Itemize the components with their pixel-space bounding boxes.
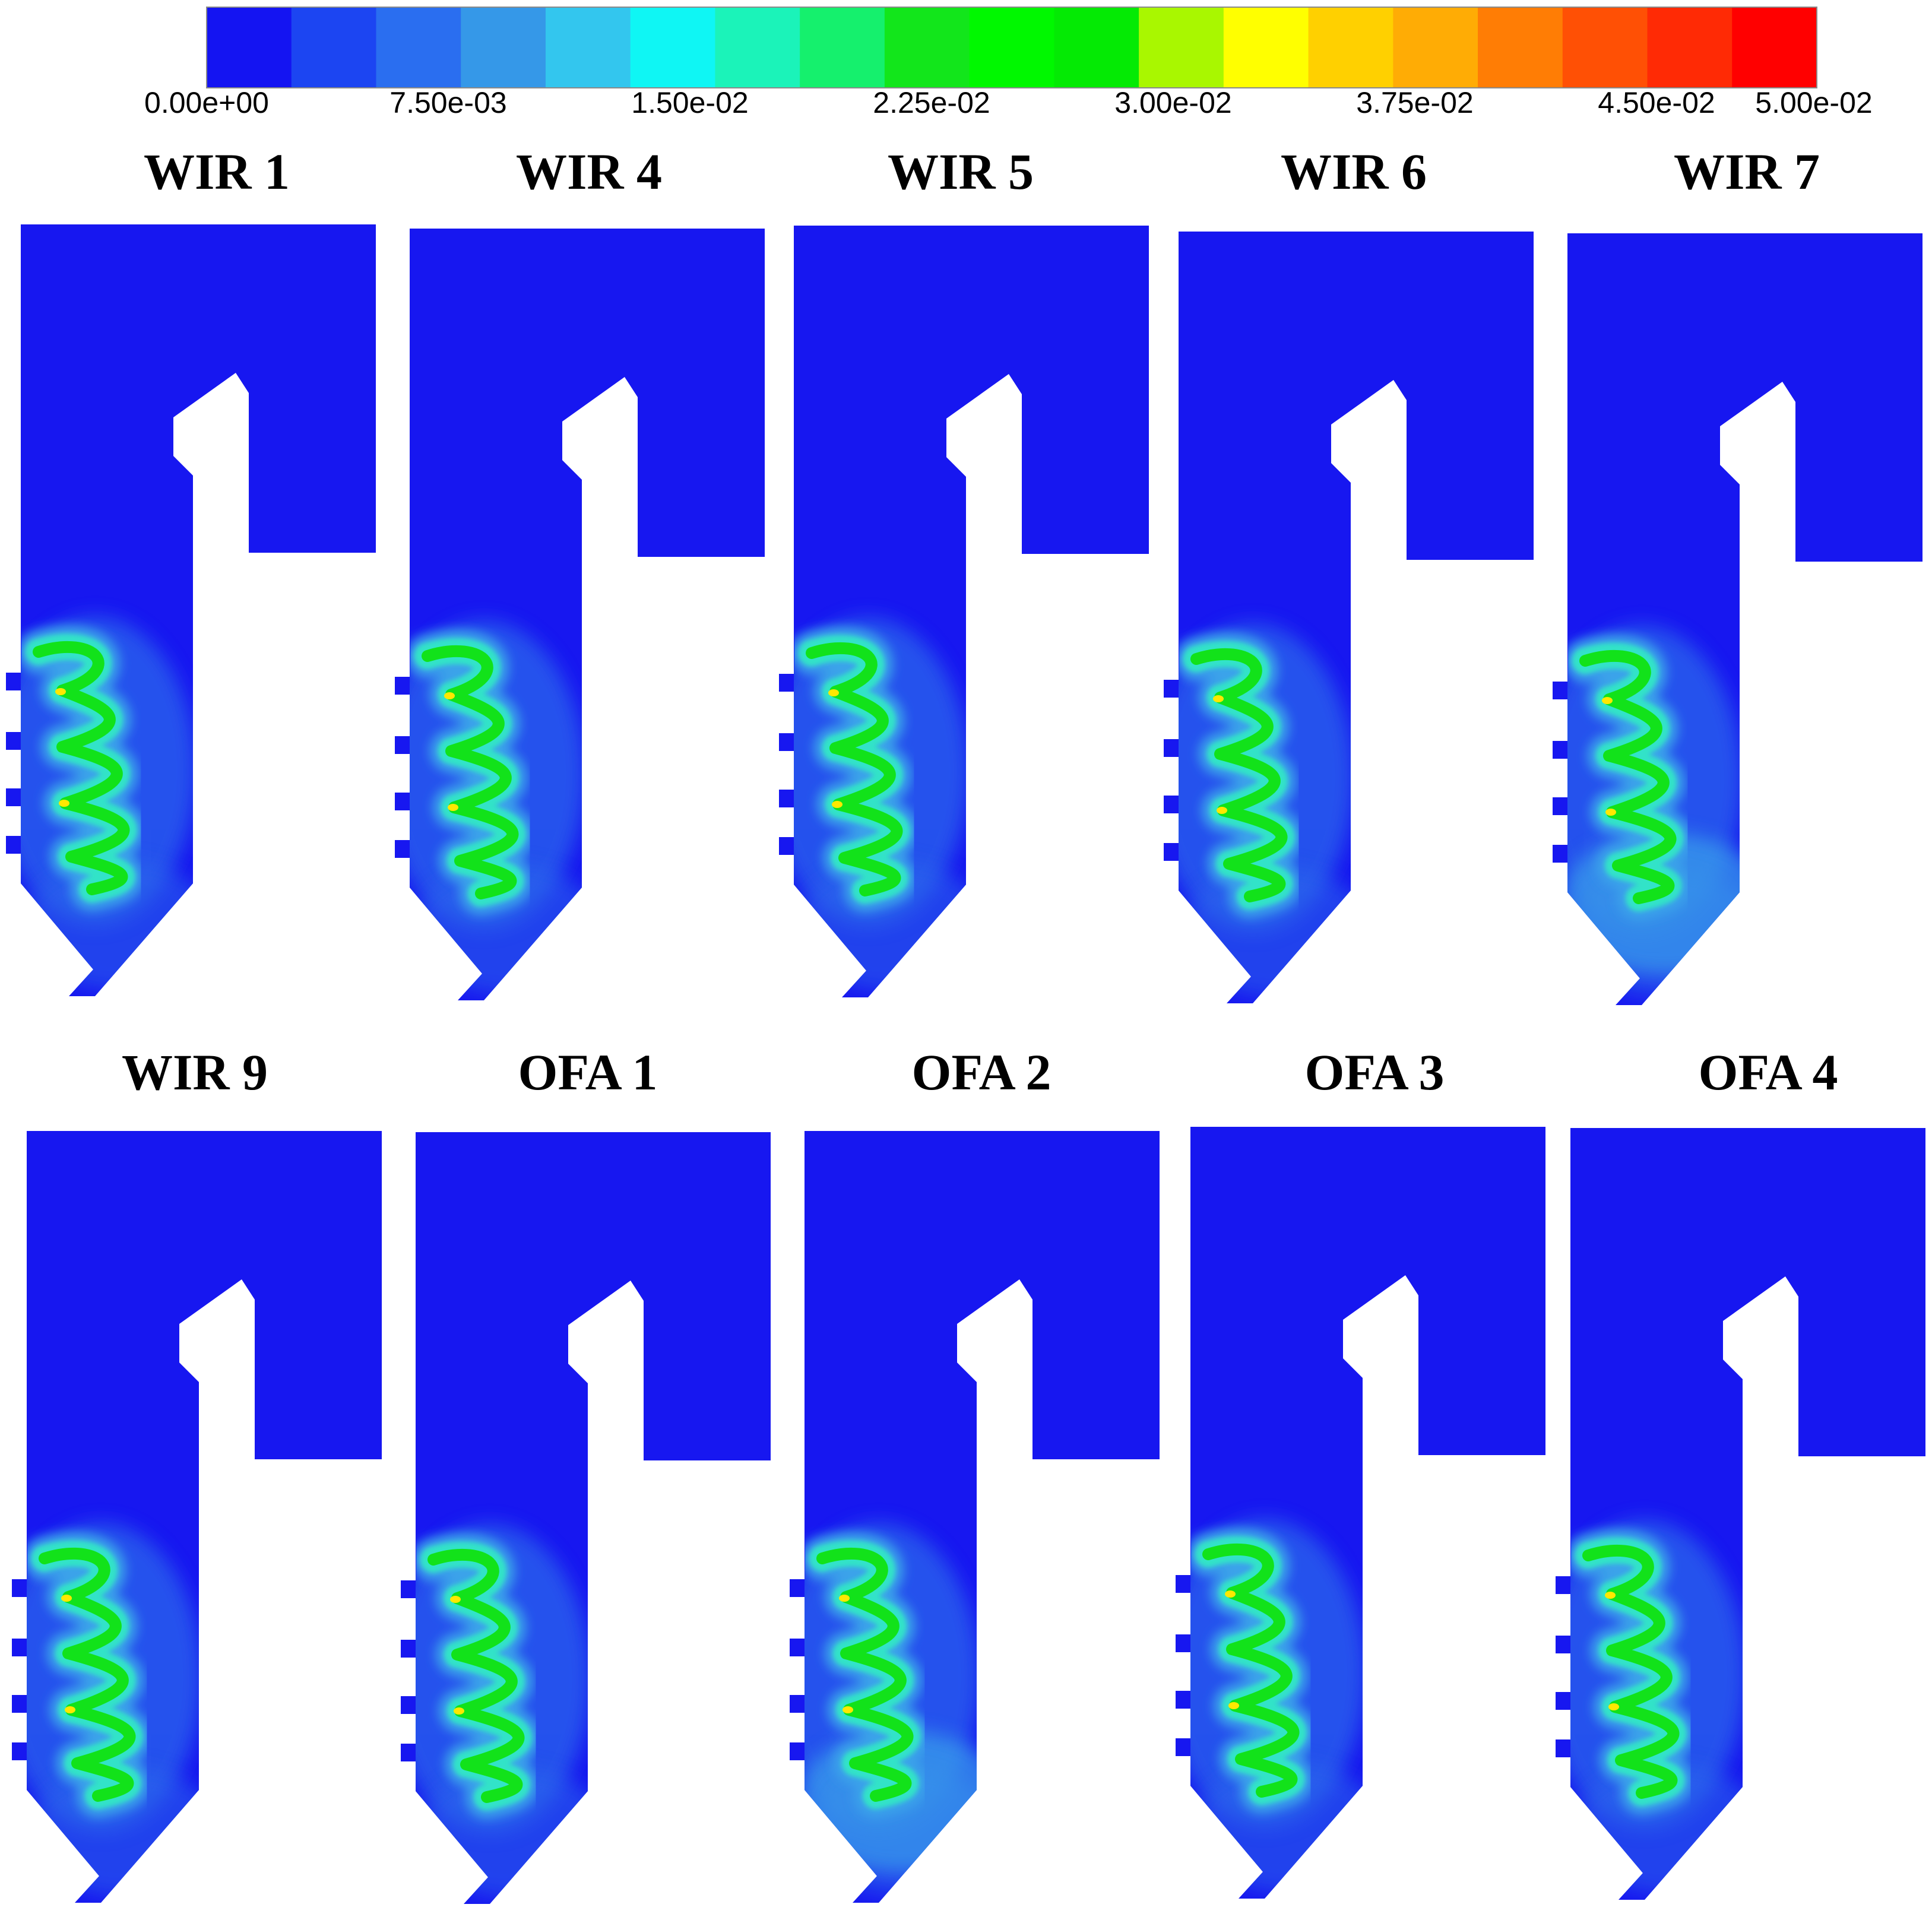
hot-spot — [1225, 1590, 1236, 1598]
colorbar-tick-label: 4.50e-02 — [1598, 86, 1715, 119]
panel-title: WIR 4 — [516, 143, 662, 200]
hot-spot — [448, 804, 458, 811]
furnace-panel — [6, 224, 376, 996]
colorbar-swatch — [1139, 7, 1224, 88]
colorbar-tick-label: 0.00e+00 — [144, 86, 269, 119]
colorbar-swatch — [1647, 7, 1733, 88]
hot-spot — [1213, 695, 1224, 702]
colorbar-swatch — [291, 7, 377, 88]
panel-title: OFA 4 — [1699, 1044, 1838, 1101]
colorbar-swatch — [715, 7, 800, 88]
colorbar-swatch — [630, 7, 716, 88]
colorbar-swatch — [1478, 7, 1563, 88]
colorbar-swatch — [1732, 7, 1817, 88]
hot-spot — [65, 1706, 75, 1713]
colorbar-tick-label: 3.00e-02 — [1114, 86, 1231, 119]
hot-spot — [1217, 807, 1227, 814]
panel-title: WIR 7 — [1674, 143, 1820, 200]
colorbar-swatch — [461, 7, 546, 88]
hot-spot — [61, 1595, 72, 1602]
colorbar-tick-label: 7.50e-03 — [389, 86, 506, 119]
hot-spot — [832, 801, 843, 808]
colorbar-swatch — [1562, 7, 1648, 88]
flame-band-core — [427, 1548, 525, 1803]
hot-spot — [1605, 809, 1616, 816]
colorbar-tick-label: 5.00e-02 — [1755, 86, 1872, 119]
concentration-field — [416, 1524, 609, 1898]
furnace-panel — [395, 229, 765, 1000]
flame-band-core — [806, 642, 903, 896]
flame-band-core — [422, 645, 519, 899]
colorbar-swatch — [1054, 7, 1139, 88]
furnace-panel — [1556, 1128, 1925, 1900]
hot-spot — [450, 1596, 461, 1603]
hot-spot — [828, 689, 839, 696]
flame-band-core — [39, 1547, 136, 1802]
colorbar-swatch — [545, 7, 631, 88]
colorbar: 0.00e+00 7.50e-03 1.50e-02 2.25e-02 3.00… — [144, 7, 1873, 119]
hot-spot — [839, 1595, 850, 1602]
colorbar-swatch — [1393, 7, 1478, 88]
panel-title: WIR 5 — [888, 143, 1034, 200]
colorbar-tick-label: 1.50e-02 — [631, 86, 748, 119]
furnace-panel — [12, 1131, 382, 1903]
hot-spot — [843, 1706, 853, 1713]
panel-title: OFA 2 — [912, 1044, 1051, 1101]
panel-title: OFA 1 — [518, 1044, 658, 1101]
flame-band-core — [816, 1547, 914, 1802]
hot-spot — [1608, 1703, 1619, 1710]
colorbar-tick-label: 2.25e-02 — [873, 86, 990, 119]
furnace-panel — [1164, 232, 1534, 1003]
flame-band-core — [1582, 1544, 1680, 1799]
colorbar-swatch — [376, 7, 462, 88]
flame-band-core — [33, 641, 130, 895]
furnace-panel — [401, 1132, 771, 1904]
hot-spot — [1228, 1702, 1239, 1709]
hot-spot — [444, 692, 455, 699]
hot-spot — [1602, 697, 1613, 704]
hot-spot — [454, 1707, 464, 1715]
colorbar-frame — [206, 7, 1817, 88]
concentration-field — [794, 617, 987, 991]
concentration-field — [1179, 623, 1372, 997]
hot-spot — [59, 800, 69, 807]
colorbar-swatch — [800, 7, 885, 88]
colorbar-swatches — [207, 7, 1817, 88]
colorbar-swatch — [1223, 7, 1309, 88]
furnace-panel — [1553, 233, 1923, 1005]
furnace-panel — [1176, 1127, 1545, 1899]
panel-title: OFA 3 — [1305, 1044, 1445, 1101]
colorbar-swatch — [1308, 7, 1394, 88]
colorbar-swatch — [207, 7, 292, 88]
colorbar-swatch — [884, 7, 970, 88]
colorbar-tick-label: 3.75e-02 — [1356, 86, 1473, 119]
panel-title: WIR 6 — [1281, 143, 1427, 200]
furnace-panel — [779, 226, 1149, 997]
flame-band-core — [1202, 1543, 1300, 1798]
panel-title: WIR 9 — [122, 1044, 268, 1101]
concentration-field — [410, 620, 603, 994]
hot-spot — [1605, 1592, 1616, 1599]
flame-band-core — [1190, 648, 1288, 902]
furnace-panel — [790, 1131, 1160, 1903]
colorbar-swatch — [969, 7, 1055, 88]
flame-band-core — [1579, 649, 1677, 904]
panel-title: WIR 1 — [144, 143, 290, 200]
hot-spot — [55, 688, 66, 695]
